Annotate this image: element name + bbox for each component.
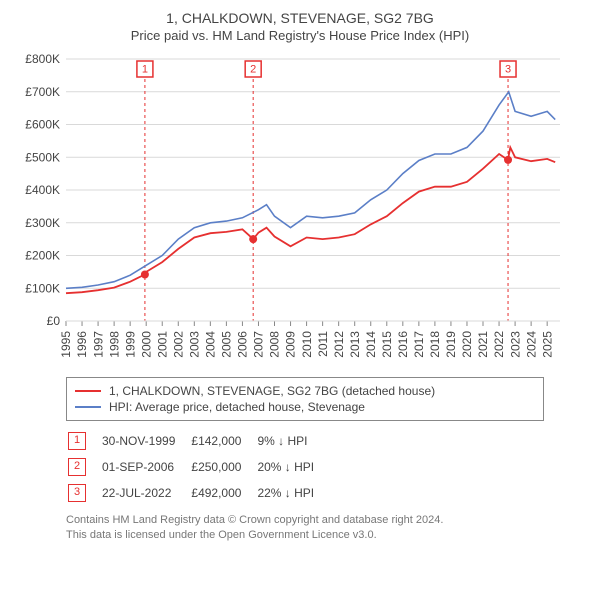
x-tick-label: 2001 — [155, 331, 169, 358]
legend-label: HPI: Average price, detached house, Stev… — [109, 400, 365, 414]
legend: 1, CHALKDOWN, STEVENAGE, SG2 7BG (detach… — [66, 377, 544, 421]
x-tick-label: 2019 — [444, 331, 458, 358]
chart-title: 1, CHALKDOWN, STEVENAGE, SG2 7BG — [10, 10, 590, 26]
table-row: 2 01-SEP-2006£250,00020% ↓ HPI — [68, 455, 328, 479]
sales-table: 1 30-NOV-1999£142,0009% ↓ HPI 2 01-SEP-2006… — [66, 427, 330, 507]
sale-marker-icon: 2 — [68, 458, 86, 476]
y-tick-label: £200K — [25, 249, 60, 263]
x-tick-label: 2004 — [204, 331, 218, 358]
x-tick-label: 2012 — [332, 331, 346, 358]
sale-date: 30-NOV-1999 — [102, 429, 189, 453]
legend-label: 1, CHALKDOWN, STEVENAGE, SG2 7BG (detach… — [109, 384, 435, 398]
sale-delta: 20% ↓ HPI — [257, 455, 328, 479]
x-tick-label: 2005 — [220, 331, 234, 358]
x-tick-label: 2021 — [476, 331, 490, 358]
y-tick-label: £800K — [25, 52, 60, 66]
x-tick-label: 2010 — [300, 331, 314, 358]
x-tick-label: 1999 — [123, 331, 137, 358]
footer-attribution: Contains HM Land Registry data © Crown c… — [66, 513, 590, 544]
x-tick-label: 2011 — [316, 331, 330, 357]
sale-price: £250,000 — [191, 455, 255, 479]
y-tick-label: £100K — [25, 281, 60, 295]
sale-date: 22-JUL-2022 — [102, 481, 189, 505]
y-tick-label: £600K — [25, 118, 60, 132]
x-tick-label: 2018 — [428, 331, 442, 358]
sale-dot — [141, 270, 149, 278]
x-tick-label: 1997 — [91, 331, 105, 358]
sale-marker-label: 1 — [142, 64, 148, 76]
legend-swatch — [75, 390, 101, 392]
x-tick-label: 1996 — [75, 331, 89, 358]
x-tick-label: 2000 — [139, 331, 153, 358]
sale-marker-label: 2 — [250, 64, 256, 76]
legend-item: 1, CHALKDOWN, STEVENAGE, SG2 7BG (detach… — [75, 384, 535, 398]
sale-marker-label: 3 — [505, 64, 511, 76]
x-tick-label: 2002 — [171, 331, 185, 358]
series-property — [66, 147, 555, 293]
y-tick-label: £500K — [25, 150, 60, 164]
x-tick-label: 2003 — [188, 331, 202, 358]
x-tick-label: 2024 — [524, 331, 538, 358]
x-tick-label: 2023 — [508, 331, 522, 358]
table-row: 1 30-NOV-1999£142,0009% ↓ HPI — [68, 429, 328, 453]
sale-dot — [249, 235, 257, 243]
x-tick-label: 2020 — [460, 331, 474, 358]
x-tick-label: 2008 — [268, 331, 282, 358]
y-tick-label: £400K — [25, 183, 60, 197]
sale-dot — [504, 156, 512, 164]
chart-svg: £0 £100K £200K £300K £400K £500K £600K £700K £80… — [10, 51, 570, 371]
sale-marker-cell: 2 — [68, 455, 100, 479]
chart-subtitle: Price paid vs. HM Land Registry's House … — [10, 28, 590, 43]
x-tick-label: 2014 — [364, 331, 378, 358]
x-tick-label: 2015 — [380, 331, 394, 358]
x-tick-label: 2006 — [236, 331, 250, 358]
x-tick-label: 2009 — [284, 331, 298, 358]
table-row: 3 22-JUL-2022£492,00022% ↓ HPI — [68, 481, 328, 505]
y-tick-label: £0 — [47, 314, 61, 328]
footer-line-1: Contains HM Land Registry data © Crown c… — [66, 513, 590, 528]
x-tick-label: 2007 — [252, 331, 266, 358]
sale-marker-cell: 3 — [68, 481, 100, 505]
y-tick-label: £300K — [25, 216, 60, 230]
sale-price: £142,000 — [191, 429, 255, 453]
sale-date: 01-SEP-2006 — [102, 455, 189, 479]
sale-delta: 9% ↓ HPI — [257, 429, 328, 453]
x-tick-label: 2025 — [540, 331, 554, 358]
legend-swatch — [75, 406, 101, 408]
x-tick-label: 1995 — [59, 331, 73, 358]
sale-delta: 22% ↓ HPI — [257, 481, 328, 505]
sale-marker-icon: 1 — [68, 432, 86, 450]
x-tick-label: 2022 — [492, 331, 506, 358]
x-tick-label: 2013 — [348, 331, 362, 358]
x-tick-label: 1998 — [107, 331, 121, 358]
footer-line-2: This data is licensed under the Open Gov… — [66, 528, 590, 543]
y-tick-label: £700K — [25, 85, 60, 99]
legend-item: HPI: Average price, detached house, Stev… — [75, 400, 535, 414]
chart-area: £0 £100K £200K £300K £400K £500K £600K £700K £80… — [10, 51, 590, 371]
sale-marker-icon: 3 — [68, 484, 86, 502]
x-tick-label: 2017 — [412, 331, 426, 358]
sale-marker-cell: 1 — [68, 429, 100, 453]
sale-price: £492,000 — [191, 481, 255, 505]
x-tick-label: 2016 — [396, 331, 410, 358]
